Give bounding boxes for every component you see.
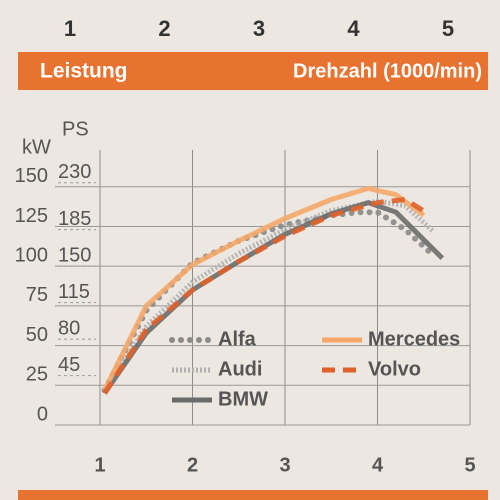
top-x-tick-label: 4 <box>347 16 360 41</box>
series-line <box>102 197 430 395</box>
footer-band <box>18 490 488 500</box>
legend-label: Alfa <box>218 328 257 350</box>
y2-tick-label: 150 <box>58 244 91 266</box>
y2-tick-label: 80 <box>58 317 80 339</box>
x-tick-label: 5 <box>464 454 475 476</box>
y-tick-label: 100 <box>15 244 48 266</box>
series-line <box>102 185 426 392</box>
y-tick-label: 125 <box>15 205 48 227</box>
y-tick-label: 50 <box>26 324 48 346</box>
legend-label: Audi <box>218 358 262 380</box>
y2-tick-label: 115 <box>58 281 90 303</box>
chart-title: Leistung <box>40 60 128 83</box>
x-tick-label: 3 <box>279 454 290 476</box>
y-tick-label: 150 <box>15 165 48 187</box>
top-x-tick-label: 3 <box>253 16 265 41</box>
y2-tick-label: 45 <box>58 354 80 376</box>
y-axis-label: kW <box>22 136 51 158</box>
x-tick-label: 4 <box>372 454 384 476</box>
x-tick-label: 1 <box>94 454 105 476</box>
top-x-tick-label: 1 <box>64 16 76 41</box>
y2-tick-label: 185 <box>58 208 91 230</box>
y2-axis-label: PS <box>62 118 89 140</box>
x-tick-label: 2 <box>187 454 198 476</box>
legend-label: BMW <box>218 388 268 410</box>
header-band <box>18 52 488 90</box>
top-x-tick-label: 2 <box>158 16 170 41</box>
y-tick-label: 25 <box>26 364 48 386</box>
y-tick-label: 75 <box>26 284 48 306</box>
legend-label: Mercedes <box>368 328 460 350</box>
legend-label: Volvo <box>368 358 421 380</box>
x-axis-label: Drehzahl (1000/min) <box>293 60 482 82</box>
top-x-tick-label: 5 <box>442 16 454 41</box>
y2-tick-label: 230 <box>58 161 91 183</box>
y-tick-label: 0 <box>37 403 48 425</box>
